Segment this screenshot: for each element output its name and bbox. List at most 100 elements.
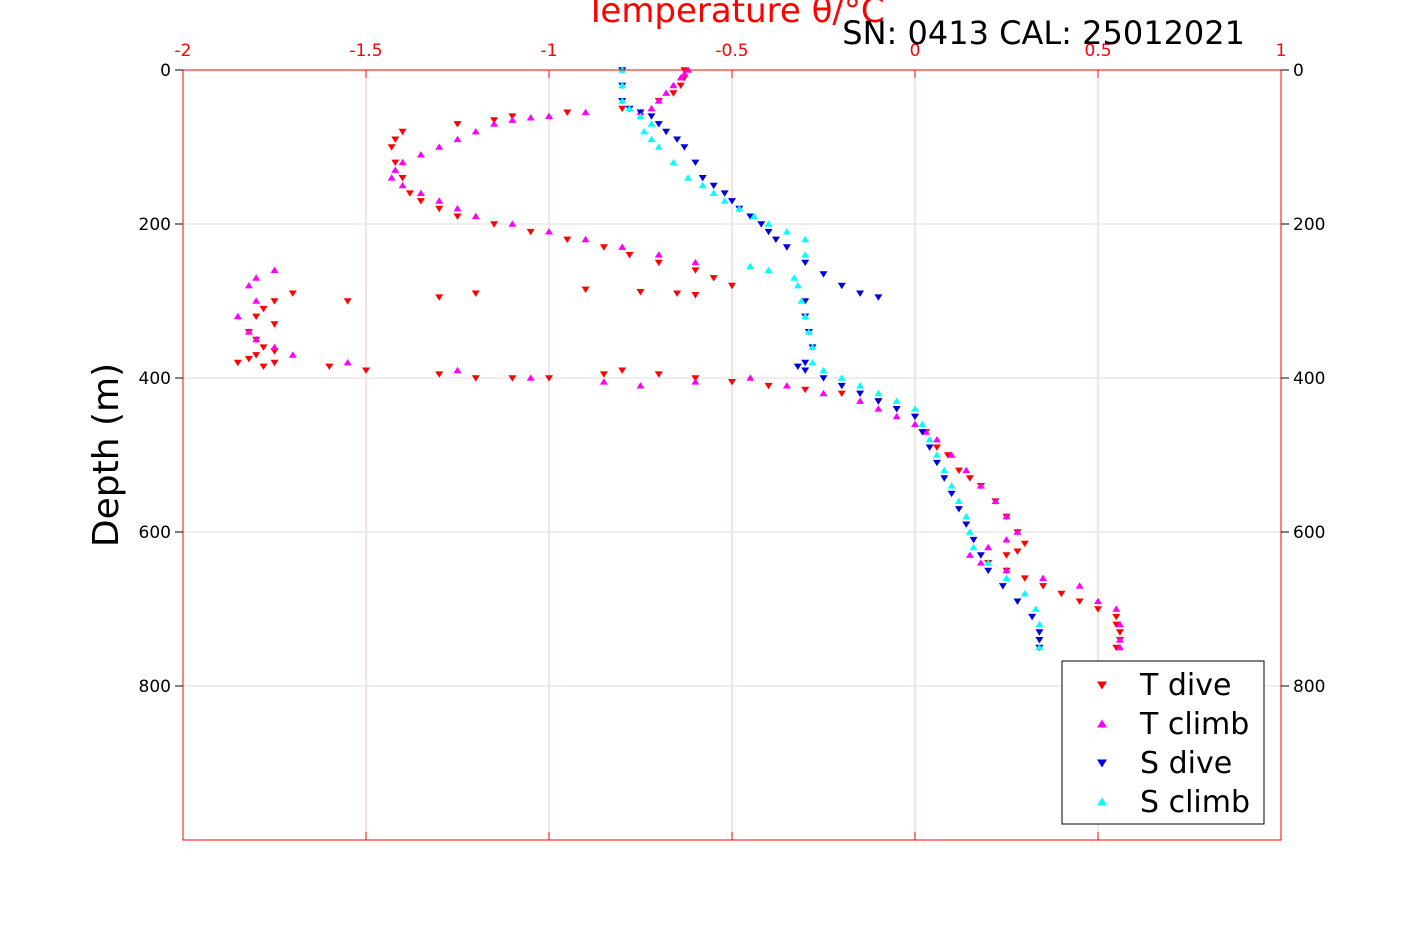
data-point <box>925 436 934 443</box>
data-point <box>1039 574 1048 581</box>
data-point <box>545 375 553 382</box>
legend-marker <box>1097 797 1107 806</box>
data-point <box>471 128 480 135</box>
y-tick-label-right: 600 <box>1293 523 1325 543</box>
y-tick-label-right: 800 <box>1293 677 1325 697</box>
legend-marker <box>1097 759 1107 768</box>
data-point <box>801 386 810 394</box>
data-point <box>874 398 883 405</box>
data-point <box>684 174 693 181</box>
grid-lines <box>182 69 1282 840</box>
data-point <box>801 298 810 305</box>
x-tick-label: -0.5 <box>715 41 748 61</box>
data-point <box>819 366 828 374</box>
data-point <box>698 181 707 189</box>
data-point <box>932 459 941 467</box>
data-point <box>720 190 729 197</box>
data-point <box>387 174 396 181</box>
data-point <box>405 190 414 197</box>
data-point <box>362 367 370 374</box>
data-point <box>1013 528 1022 535</box>
x-tick-label: 1 <box>1276 41 1287 61</box>
data-point <box>669 90 678 97</box>
data-point <box>270 343 279 350</box>
data-point <box>252 297 261 304</box>
data-point <box>1115 620 1124 628</box>
data-point <box>984 543 993 551</box>
data-point <box>471 290 480 297</box>
data-point <box>965 475 974 482</box>
data-point <box>526 228 535 236</box>
data-point <box>1031 605 1040 612</box>
data-point <box>918 420 927 427</box>
data-point <box>1013 598 1022 605</box>
data-point <box>892 397 901 404</box>
data-point <box>801 359 810 367</box>
data-point <box>325 363 334 371</box>
data-point <box>1094 597 1102 605</box>
data-point <box>244 328 253 335</box>
data-point <box>654 251 663 258</box>
data-point <box>252 352 261 359</box>
data-point <box>1112 621 1121 628</box>
y-tick-label-left: 600 <box>139 523 171 543</box>
data-point <box>398 128 407 136</box>
data-point <box>471 212 480 220</box>
data-point <box>921 428 930 435</box>
data-point <box>435 371 444 378</box>
data-point <box>991 497 1000 504</box>
data-point <box>508 220 517 227</box>
data-point <box>647 104 656 112</box>
data-point <box>416 189 425 196</box>
y-tick-label-right: 200 <box>1293 215 1325 235</box>
data-point <box>453 213 462 220</box>
data-point <box>545 228 553 235</box>
y-tick-label-left: 800 <box>139 677 171 697</box>
data-point <box>976 482 985 489</box>
data-point <box>764 228 773 236</box>
data-point <box>892 412 901 420</box>
data-point <box>1035 629 1044 636</box>
x-tick-label: -1.5 <box>349 41 382 61</box>
data-point <box>581 235 590 243</box>
data-point <box>398 158 407 166</box>
data-point <box>728 379 736 386</box>
data-point <box>1002 574 1011 581</box>
data-point <box>746 213 755 220</box>
data-point <box>709 182 718 190</box>
data-point <box>563 236 572 243</box>
data-point <box>998 583 1007 590</box>
data-point <box>387 144 396 151</box>
data-point <box>435 197 444 204</box>
data-point <box>837 374 846 381</box>
data-point <box>1112 613 1121 621</box>
legend-label: S dive <box>1140 746 1232 781</box>
data-point <box>599 244 608 251</box>
data-point <box>720 197 729 204</box>
data-point <box>398 181 407 189</box>
data-point <box>636 112 645 119</box>
data-point <box>654 143 663 150</box>
serial-calibration-label: SN: 0413 CAL: 25012021 <box>842 14 1245 52</box>
y-tick-label-left: 0 <box>160 61 171 81</box>
data-point <box>837 390 846 397</box>
data-point <box>647 113 656 120</box>
series-s-climb <box>618 66 1044 651</box>
data-point <box>940 466 949 474</box>
data-point <box>673 136 682 143</box>
data-point <box>1075 598 1084 605</box>
data-point <box>691 258 700 266</box>
data-point <box>662 128 671 136</box>
data-point <box>391 159 400 166</box>
y-tick-label-left: 200 <box>139 215 171 235</box>
data-point <box>453 135 462 143</box>
tick-marks <box>175 69 1289 840</box>
data-point <box>1094 606 1102 613</box>
data-point <box>1020 590 1029 597</box>
data-point <box>1115 629 1124 636</box>
data-point <box>819 271 828 278</box>
data-point <box>1035 637 1044 644</box>
data-point <box>962 521 971 528</box>
data-point <box>1002 513 1011 520</box>
data-point <box>288 290 297 297</box>
